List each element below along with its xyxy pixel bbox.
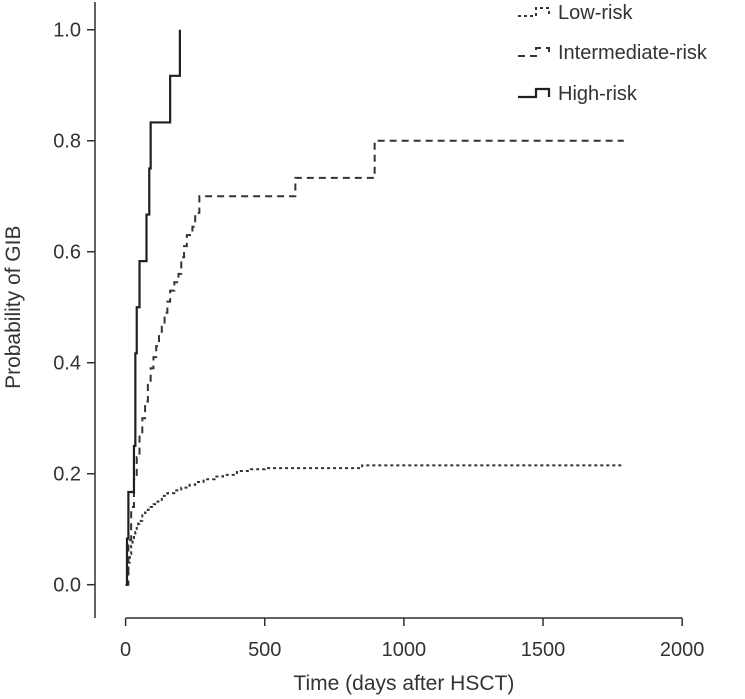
y-tick-label: 0.2 (53, 464, 81, 486)
legend-high-risk-line (518, 87, 551, 99)
x-tick-label: 1500 (521, 639, 566, 661)
legend-low-risk-label: Low-risk (558, 2, 633, 24)
legend-high-risk: High-risk (518, 83, 638, 105)
y-tick-label: 0.8 (53, 131, 81, 153)
y-tick-label: 1.0 (53, 20, 81, 42)
high-risk-curve (125, 29, 181, 586)
legend-high-risk-label: High-risk (558, 83, 638, 105)
intermediate-risk-curve (125, 139, 624, 586)
axes-layer: 0.0 0.2 0.4 0.6 0.8 1.0 0 500 1000 1500 2000 Time (… (2, 2, 704, 695)
x-axis-title: Time (days after HSCT) (293, 672, 514, 695)
series-layer (125, 29, 624, 586)
legend-intermediate-risk-line (518, 47, 550, 57)
y-tick-label: 0.4 (53, 353, 81, 375)
y-tick-label: 0.0 (53, 575, 81, 597)
x-tick-label: 0 (120, 639, 131, 661)
legend-intermediate-risk: Intermediate-risk (518, 42, 708, 64)
y-tick-label: 0.6 (53, 242, 81, 264)
x-tick-label: 500 (248, 639, 281, 661)
low-risk-curve (125, 464, 624, 586)
legend-low-risk-line (518, 7, 550, 17)
x-tick-label: 1000 (382, 639, 427, 661)
y-axis-title: Probability of GIB (2, 226, 25, 389)
legend-intermediate-risk-label: Intermediate-risk (558, 42, 708, 64)
legend-low-risk: Low-risk (518, 2, 633, 24)
legend-layer: Low-risk Intermediate-risk High-risk (518, 2, 708, 105)
x-tick-label: 2000 (660, 639, 705, 661)
